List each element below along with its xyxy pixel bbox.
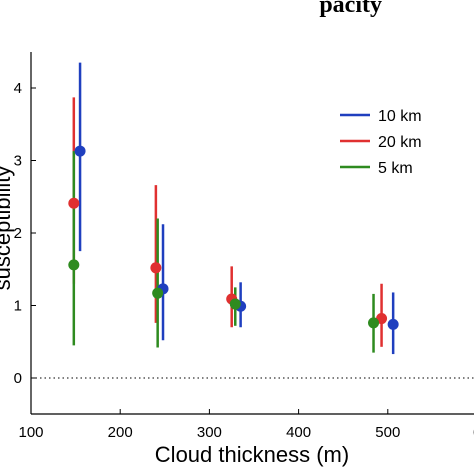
x-axis-title: Cloud thickness (m) [155,442,349,467]
y-tick-label: 1 [14,298,22,315]
x-tick-label: 100 [18,424,43,441]
x-tick-label: 6 [473,424,474,441]
legend-label-5km: 5 km [378,160,413,177]
x-tick-label: 400 [286,424,311,441]
y-ticks: 0 1 2 3 4 [14,80,36,387]
x-ticks: 100 200 300 400 500 6 [18,409,474,441]
data-point-5km [152,287,164,299]
legend: 10 km 20 km 5 km [340,108,422,177]
y-tick-label: 2 [14,225,22,242]
x-tick-label: 200 [108,424,133,441]
y-axis-title: susceptibility [0,166,15,291]
data-point-10km [74,145,86,157]
y-tick-label: 3 [14,153,22,170]
data-point-20km [376,313,388,325]
data-point-10km [387,318,399,330]
series-group [68,62,399,355]
legend-label-20km: 20 km [378,134,422,151]
data-point-5km [68,259,80,271]
data-point-5km [368,317,380,329]
y-tick-label: 4 [14,80,22,97]
legend-label-10km: 10 km [378,108,422,125]
x-tick-label: 300 [197,424,222,441]
x-tick-label: 500 [375,424,400,441]
chart-title-fragment: pacity [319,0,382,18]
y-tick-label: 0 [14,370,22,387]
data-point-20km [68,197,80,209]
data-point-5km [229,298,241,310]
data-point-20km [150,262,162,274]
